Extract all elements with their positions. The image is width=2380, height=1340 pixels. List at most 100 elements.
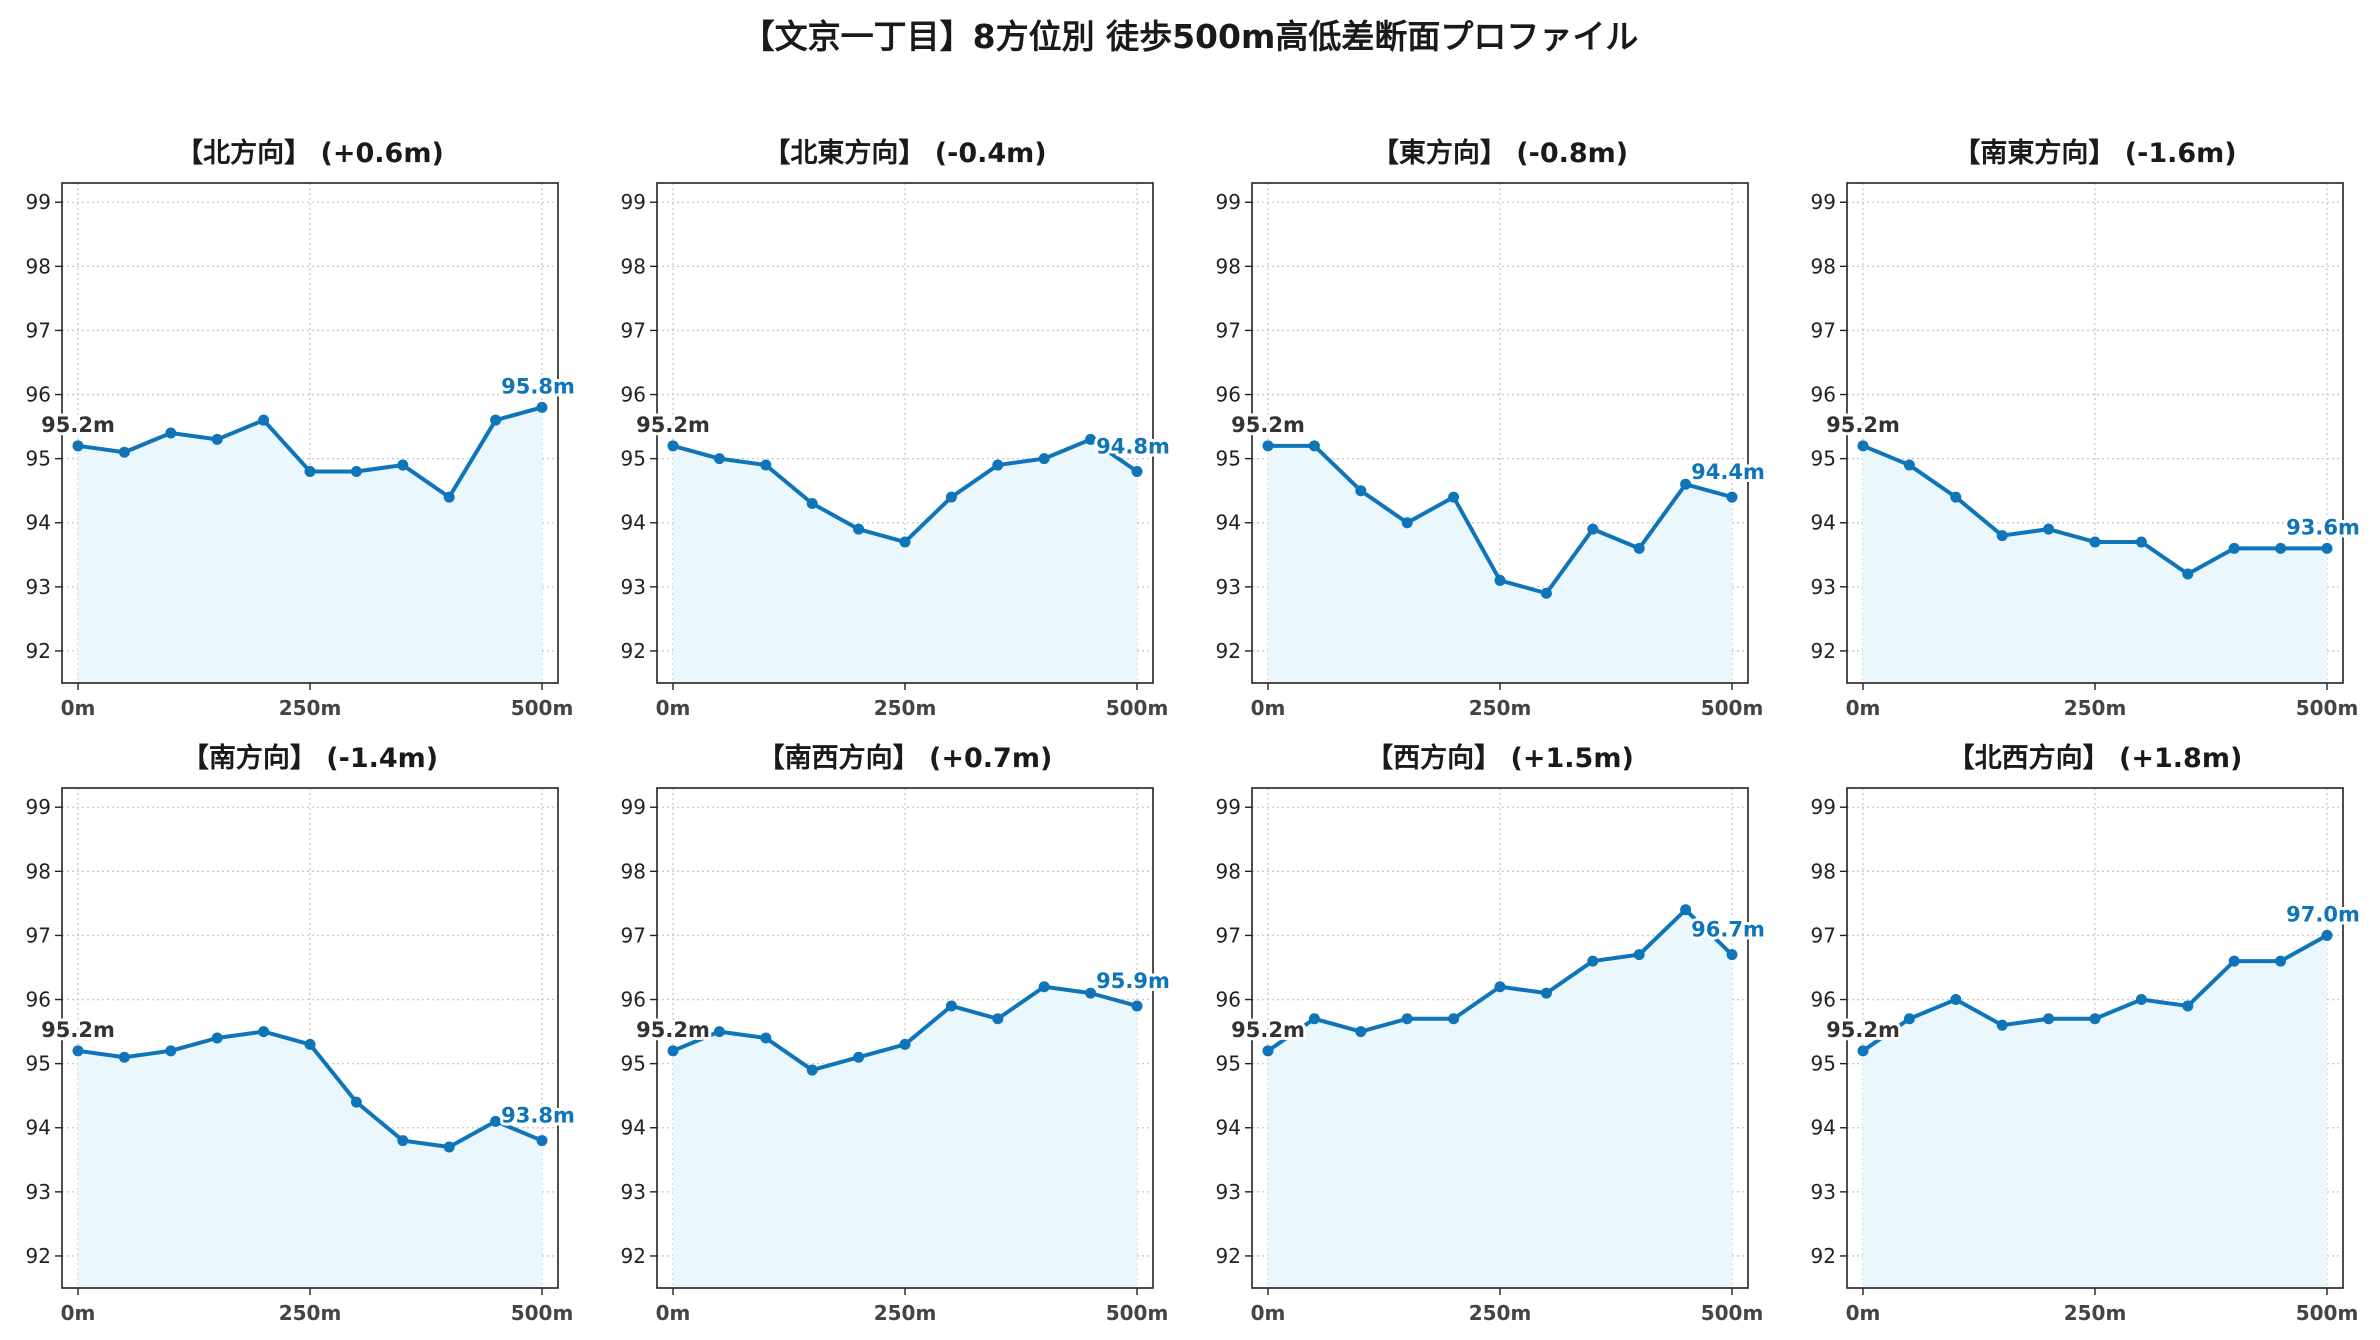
data-point [1401,1013,1413,1025]
data-point [1494,981,1506,993]
data-point [1587,523,1599,535]
data-point [853,523,865,535]
x-tick-label: 250m [874,1301,937,1325]
y-tick-label: 95 [621,447,646,471]
y-tick-label: 93 [1811,1180,1836,1204]
data-point [1308,440,1320,452]
data-point [1401,517,1413,529]
end-elevation-label: 96.7m [1691,918,1765,942]
start-elevation-label: 95.2m [41,413,115,437]
data-point [667,440,679,452]
data-point [1540,987,1552,999]
data-point [2089,1013,2101,1025]
y-tick-label: 99 [1216,190,1241,214]
start-elevation-label: 95.2m [1826,413,1900,437]
data-point [1857,440,1869,452]
y-tick-label: 94 [1216,511,1241,535]
start-elevation-label: 95.2m [1231,1018,1305,1042]
data-point [1726,491,1738,503]
start-elevation-label: 95.2m [636,413,710,437]
data-point [1633,949,1645,961]
data-point [806,1064,818,1076]
data-point [536,1135,548,1147]
y-tick-label: 92 [1811,639,1836,663]
chart-panel-5: 【南方向】 (-1.4m) 92 93 94 95 96 97 98 99 0m 250m 500m 9… [26,742,578,1325]
x-tick-label: 500m [511,696,574,720]
data-point [1903,1013,1915,1025]
chart-panel-4: 【南東方向】 (-1.6m) 92 93 94 95 96 97 98 99 0m 250m 500m… [1811,137,2363,720]
data-point [1308,1013,1320,1025]
data-point [1355,485,1367,497]
y-tick-label: 93 [621,575,646,599]
start-elevation-label: 95.2m [1231,413,1305,437]
x-tick-label: 250m [1469,1301,1532,1325]
x-tick-label: 500m [1106,696,1169,720]
elevation-area [673,439,1137,683]
data-point [165,427,177,439]
y-tick-label: 96 [621,988,646,1012]
data-point [397,1135,409,1147]
data-point [899,1038,911,1050]
data-point [304,1038,316,1050]
end-elevation-label: 97.0m [2286,902,2360,926]
elevation-area [1268,445,1732,683]
y-tick-label: 96 [26,988,51,1012]
x-tick-label: 0m [1846,1301,1881,1325]
y-tick-label: 98 [621,254,646,278]
y-tick-label: 95 [1811,1052,1836,1076]
y-tick-label: 99 [26,190,51,214]
y-tick-label: 96 [1216,988,1241,1012]
data-point [1903,459,1915,471]
data-point [2043,1013,2055,1025]
y-tick-label: 98 [26,254,51,278]
data-point [1262,1045,1274,1057]
data-point [853,1051,865,1063]
data-point [1726,949,1738,961]
data-point [1448,491,1460,503]
end-elevation-label: 94.4m [1691,460,1765,484]
panel-title: 【北東方向】 (-0.4m) [763,137,1046,169]
x-tick-label: 0m [656,696,691,720]
x-tick-label: 250m [279,1301,342,1325]
data-point [2089,536,2101,548]
x-tick-label: 250m [2064,696,2127,720]
y-tick-label: 93 [621,1180,646,1204]
y-tick-label: 93 [1811,575,1836,599]
y-tick-label: 97 [621,923,646,947]
x-tick-label: 250m [874,696,937,720]
figure-title: 【文京一丁目】8方位別 徒歩500m高低差断面プロファイル [741,17,1639,56]
data-point [2275,542,2287,554]
x-tick-label: 500m [2296,696,2359,720]
y-tick-label: 94 [1811,1116,1836,1140]
data-point [258,414,270,426]
chart-panel-3: 【東方向】 (-0.8m) 92 93 94 95 96 97 98 99 0m 250m 500m 9… [1216,137,1768,720]
data-point [1633,542,1645,554]
end-elevation-label: 93.8m [501,1104,575,1128]
y-tick-label: 96 [621,383,646,407]
data-point [1448,1013,1460,1025]
y-tick-label: 98 [26,859,51,883]
elevation-area [78,407,542,683]
data-point [1950,994,1962,1006]
y-tick-label: 93 [26,575,51,599]
data-point [713,453,725,465]
chart-panel-8: 【北西方向】 (+1.8m) 92 93 94 95 96 97 98 99 0m 250m 500m… [1811,742,2363,1325]
data-point [2321,929,2333,941]
data-point [2043,523,2055,535]
y-tick-label: 95 [621,1052,646,1076]
y-tick-label: 99 [1811,795,1836,819]
y-tick-label: 99 [1811,190,1836,214]
data-point [304,465,316,477]
data-point [667,1045,679,1057]
data-point [1131,1000,1143,1012]
y-tick-label: 93 [1216,1180,1241,1204]
y-tick-label: 93 [26,1180,51,1204]
y-tick-label: 94 [26,1116,51,1140]
data-point [2228,955,2240,967]
y-tick-label: 97 [1811,923,1836,947]
y-tick-label: 95 [1811,447,1836,471]
end-elevation-label: 94.8m [1096,434,1170,458]
data-point [118,1051,130,1063]
data-point [1355,1026,1367,1038]
x-tick-label: 0m [1251,696,1286,720]
